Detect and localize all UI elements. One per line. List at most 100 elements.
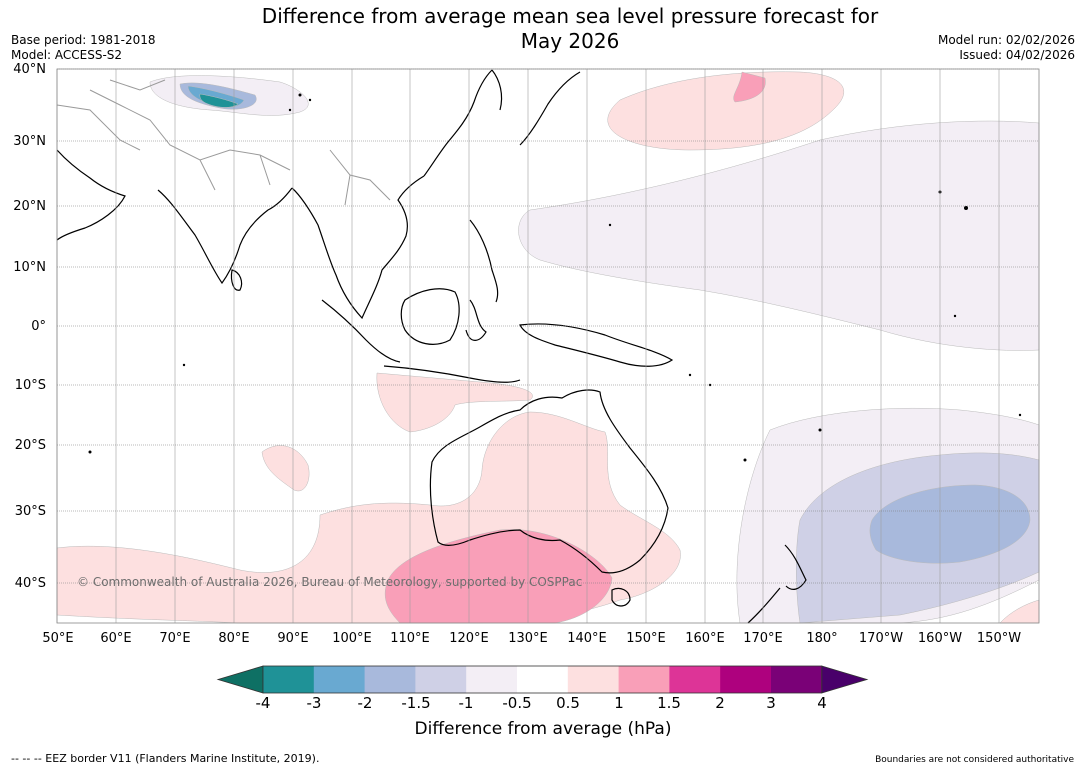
- island: [298, 93, 302, 97]
- colorbar-tick-label: -2: [357, 694, 373, 712]
- lon-label: 150°W: [976, 631, 1022, 646]
- title-line-1: Difference from average mean sea level p…: [261, 4, 879, 28]
- positive-anomaly-strong-north-pacific: [733, 71, 766, 103]
- negative-anomaly-very-strong-tibet: [199, 93, 239, 108]
- coastline-korea: [491, 69, 503, 111]
- lon-label: 160°W: [917, 631, 963, 646]
- colorbar-tick-label: -1.5: [401, 694, 431, 712]
- positive-anomaly-indian-ocean: [261, 445, 310, 492]
- lon-label: 50°E: [42, 631, 74, 646]
- lat-label-0: 0°: [31, 319, 46, 334]
- coastline-sulawesi: [465, 299, 487, 341]
- copyright-notice: © Commonwealth of Australia 2026, Bureau…: [77, 575, 583, 589]
- lat-label-10n: 10°N: [13, 260, 46, 275]
- positive-anomaly-north-pacific: [607, 71, 845, 151]
- border-lines: [56, 79, 391, 206]
- colorbar-tick-label: -1: [458, 694, 474, 712]
- colorbar-tick-label: 3: [766, 694, 776, 712]
- lon-label: 100°E: [332, 631, 372, 646]
- lat-label-20s: 20°S: [14, 438, 46, 453]
- lon-label: 80°E: [218, 631, 250, 646]
- colorbar-outline: [262, 665, 823, 694]
- colorbar-segment: [669, 666, 721, 693]
- model-name: Model: ACCESS-S2: [11, 48, 123, 62]
- issued-date: Issued: 04/02/2026: [959, 48, 1075, 62]
- island: [1018, 413, 1022, 417]
- island: [964, 206, 968, 210]
- island: [688, 373, 692, 377]
- map-frame: [56, 68, 1040, 624]
- lon-label: 180°: [806, 631, 838, 646]
- colorbar-segment: [263, 666, 315, 693]
- island: [953, 314, 957, 318]
- lat-label-30n: 30°N: [13, 134, 46, 149]
- coastline-new-zealand-south: [747, 587, 781, 624]
- island: [288, 108, 292, 112]
- colorbar-segment: [618, 666, 670, 693]
- coastline-new-zealand-north: [784, 544, 807, 590]
- coastline-india: [157, 187, 293, 285]
- coastline-sri-lanka: [230, 269, 243, 291]
- coastline-sumatra: [321, 299, 401, 363]
- coastline-japan: [519, 71, 581, 146]
- island: [88, 450, 92, 454]
- coastline-borneo: [400, 288, 460, 345]
- boundaries-disclaimer: Boundaries are not considered authoritat…: [875, 755, 1074, 765]
- colorbar-tick-label: -4: [255, 694, 271, 712]
- islands: [88, 93, 1022, 462]
- lon-label: 160°E: [685, 631, 725, 646]
- colorbar-tick-label: -3: [306, 694, 322, 712]
- title-line-2: May 2026: [520, 29, 620, 53]
- colorbar-tick-label: 1.5: [657, 694, 681, 712]
- colorbar-segment: [364, 666, 416, 693]
- coastline-philippines: [469, 219, 499, 303]
- borders: [56, 79, 391, 206]
- island: [743, 458, 747, 462]
- negative-anomaly-very-strong-south-pacific: [869, 484, 1031, 564]
- lon-label: 110°E: [390, 631, 430, 646]
- lon-label: 70°E: [159, 631, 191, 646]
- colorbar-tick-label: -0.5: [502, 694, 532, 712]
- island: [182, 363, 186, 367]
- positive-anomaly-strong-southern-ocean: [384, 529, 613, 624]
- colorbar-tick-label: 0.5: [556, 694, 580, 712]
- negative-anomaly-north-pacific: [518, 120, 1040, 351]
- eez-legend: -- -- -- EEZ border V11 (Flanders Marine…: [11, 752, 320, 765]
- colorbar-segment: [466, 666, 518, 693]
- lon-label: 120°E: [449, 631, 489, 646]
- colorbar-segment: [567, 666, 620, 693]
- lat-label-40n: 40°N: [13, 62, 46, 77]
- island: [818, 428, 822, 432]
- lon-label: 140°E: [567, 631, 607, 646]
- colorbar-title: Difference from average (hPa): [414, 719, 672, 739]
- lat-label-10s: 10°S: [14, 378, 46, 393]
- colorbar-segment: [313, 666, 366, 693]
- colorbar-extend-high: [821, 665, 869, 694]
- coastline-southeast-asia: [291, 175, 425, 320]
- lon-label: 90°E: [277, 631, 309, 646]
- coastline-tasmania: [611, 587, 631, 607]
- map-panel: [56, 68, 1040, 624]
- colorbar-tick-label: 1: [614, 694, 624, 712]
- coastline-arabia: [56, 149, 126, 241]
- lon-label: 130°E: [508, 631, 548, 646]
- island: [608, 223, 612, 227]
- colorbar-segment: [720, 666, 772, 693]
- coastline-australia: [429, 389, 669, 574]
- anomaly-fields: [56, 71, 1040, 624]
- island: [308, 98, 312, 102]
- model-run: Model run: 02/02/2026: [937, 33, 1075, 47]
- lon-label: 170°E: [743, 631, 783, 646]
- lat-label-30s: 30°S: [14, 504, 46, 519]
- colorbar-segment: [517, 666, 569, 693]
- map-title: Difference from average mean sea level p…: [0, 4, 1085, 54]
- colorbar-extend-low: [216, 665, 264, 694]
- colorbar-tick-label: 4: [817, 694, 827, 712]
- colorbar-segment: [415, 666, 467, 693]
- coastline-java: [383, 365, 521, 383]
- base-period: Base period: 1981-2018: [11, 33, 156, 47]
- lon-label: 60°E: [100, 631, 132, 646]
- coastline-china: [423, 69, 493, 177]
- lat-label-20n: 20°N: [13, 199, 46, 214]
